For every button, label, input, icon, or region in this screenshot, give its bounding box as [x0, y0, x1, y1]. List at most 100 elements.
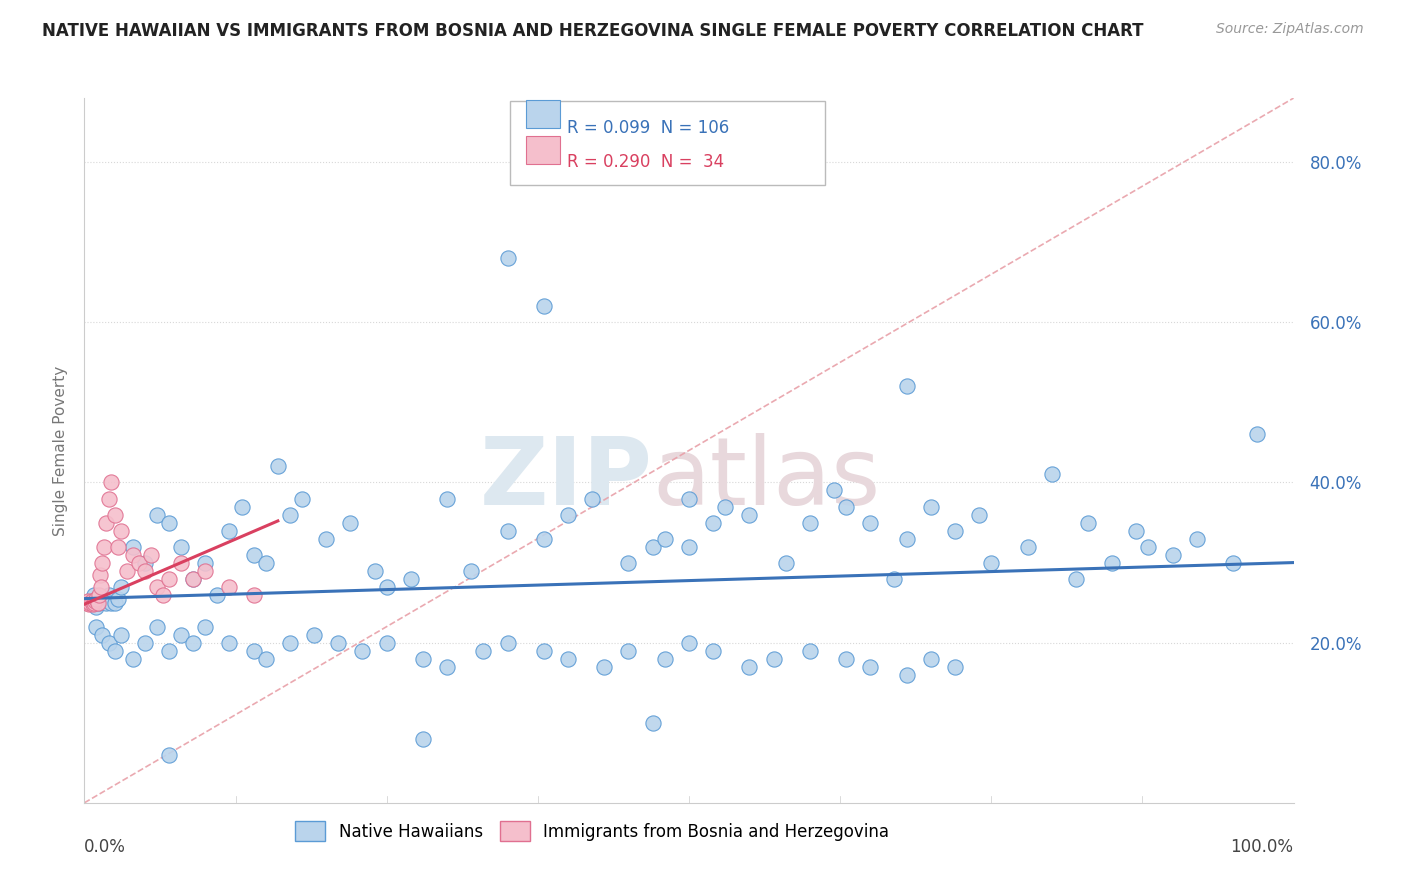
- Point: [90, 580, 112, 594]
- Point: [104, 596, 127, 610]
- Point: [194, 564, 217, 578]
- Point: [775, 556, 797, 570]
- Point: [533, 299, 555, 313]
- Point: [654, 651, 676, 665]
- Point: [557, 508, 579, 522]
- Point: [799, 516, 821, 530]
- Point: [93, 540, 115, 554]
- Point: [1161, 548, 1184, 562]
- Point: [799, 643, 821, 657]
- Point: [107, 591, 129, 606]
- Point: [218, 635, 240, 649]
- Point: [181, 635, 204, 649]
- Point: [1185, 532, 1208, 546]
- Text: 0.0%: 0.0%: [84, 838, 127, 856]
- Point: [1077, 516, 1099, 530]
- Point: [121, 651, 143, 665]
- Text: Source: ZipAtlas.com: Source: ZipAtlas.com: [1216, 22, 1364, 37]
- Point: [617, 643, 640, 657]
- Point: [738, 508, 761, 522]
- Point: [436, 491, 458, 506]
- Point: [86, 591, 108, 606]
- Point: [207, 588, 229, 602]
- Point: [170, 627, 193, 641]
- Point: [375, 635, 398, 649]
- Point: [104, 508, 127, 522]
- Point: [91, 556, 114, 570]
- Point: [94, 516, 117, 530]
- Point: [83, 588, 105, 602]
- Y-axis label: Single Female Poverty: Single Female Poverty: [52, 366, 67, 535]
- Point: [91, 627, 114, 641]
- Point: [835, 651, 858, 665]
- Point: [86, 596, 108, 610]
- Point: [107, 540, 129, 554]
- Point: [89, 567, 111, 582]
- Point: [157, 516, 180, 530]
- Point: [762, 651, 785, 665]
- Point: [1222, 556, 1244, 570]
- Point: [170, 556, 193, 570]
- Point: [104, 643, 127, 657]
- Point: [375, 580, 398, 594]
- Point: [896, 379, 918, 393]
- Point: [641, 540, 664, 554]
- Point: [82, 597, 104, 611]
- Text: R = 0.099  N = 106: R = 0.099 N = 106: [567, 119, 728, 136]
- Point: [920, 500, 942, 514]
- Point: [654, 532, 676, 546]
- Text: ZIP: ZIP: [479, 433, 652, 524]
- Point: [267, 459, 290, 474]
- Point: [533, 532, 555, 546]
- Point: [231, 500, 253, 514]
- Point: [134, 635, 156, 649]
- Point: [1246, 427, 1268, 442]
- Point: [496, 252, 519, 266]
- Point: [110, 580, 132, 594]
- Text: NATIVE HAWAIIAN VS IMMIGRANTS FROM BOSNIA AND HERZEGOVINA SINGLE FEMALE POVERTY : NATIVE HAWAIIAN VS IMMIGRANTS FROM BOSNI…: [42, 22, 1143, 40]
- Point: [472, 643, 495, 657]
- Point: [84, 594, 107, 608]
- Point: [181, 572, 204, 586]
- Point: [80, 594, 103, 608]
- Point: [121, 540, 143, 554]
- Point: [883, 572, 905, 586]
- Point: [242, 548, 264, 562]
- Point: [86, 619, 108, 633]
- Text: 100.0%: 100.0%: [1230, 838, 1294, 856]
- Point: [152, 588, 174, 602]
- Point: [115, 564, 138, 578]
- Point: [157, 572, 180, 586]
- Point: [339, 516, 361, 530]
- Point: [593, 659, 616, 673]
- Point: [77, 594, 100, 608]
- Point: [328, 635, 350, 649]
- Point: [859, 659, 882, 673]
- Point: [194, 619, 217, 633]
- Text: atlas: atlas: [652, 433, 882, 524]
- Point: [920, 651, 942, 665]
- Point: [436, 659, 458, 673]
- Point: [218, 580, 240, 594]
- Point: [254, 651, 277, 665]
- Point: [91, 591, 114, 606]
- Text: R = 0.290  N =  34: R = 0.290 N = 34: [567, 153, 724, 170]
- Point: [823, 483, 845, 498]
- Point: [218, 524, 240, 538]
- Point: [896, 532, 918, 546]
- Point: [315, 532, 337, 546]
- Point: [412, 731, 434, 746]
- Point: [242, 643, 264, 657]
- Point: [181, 572, 204, 586]
- Point: [291, 491, 314, 506]
- Point: [533, 643, 555, 657]
- Point: [1101, 556, 1123, 570]
- Point: [496, 635, 519, 649]
- Point: [967, 508, 990, 522]
- Point: [194, 556, 217, 570]
- Point: [399, 572, 422, 586]
- Point: [557, 651, 579, 665]
- Point: [97, 491, 120, 506]
- Point: [1064, 572, 1087, 586]
- Point: [835, 500, 858, 514]
